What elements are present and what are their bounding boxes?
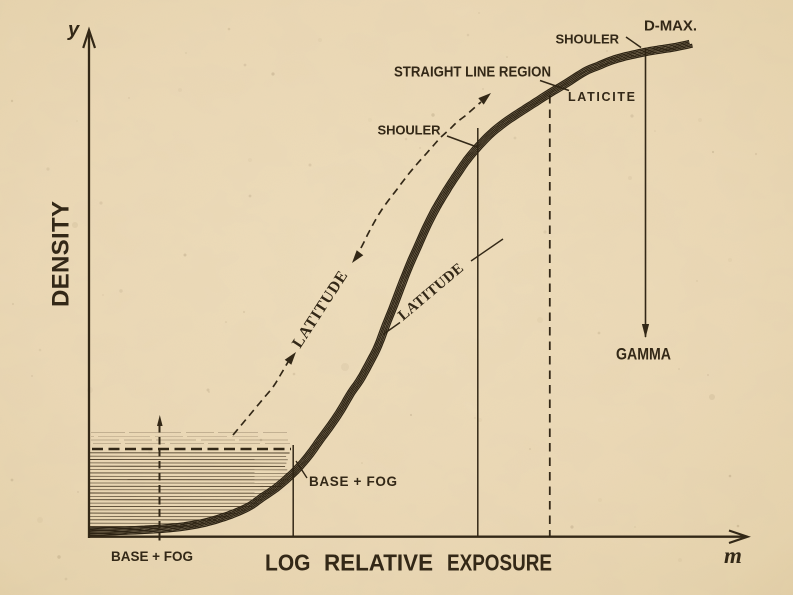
svg-text:LOG: LOG bbox=[265, 550, 311, 576]
svg-text:STRAIGHT LINE REGION: STRAIGHT LINE REGION bbox=[394, 63, 551, 80]
svg-text:D-MAX.: D-MAX. bbox=[644, 18, 697, 35]
svg-text:BASE + FOG: BASE + FOG bbox=[111, 549, 193, 564]
svg-text:EXPOSURE: EXPOSURE bbox=[447, 550, 552, 576]
svg-text:LATICITE: LATICITE bbox=[568, 90, 635, 104]
svg-text:GAMMA: GAMMA bbox=[616, 345, 671, 364]
svg-text:RELATIVE: RELATIVE bbox=[324, 550, 433, 576]
svg-text:BASE + FOG: BASE + FOG bbox=[309, 474, 397, 489]
svg-text:DENSITY: DENSITY bbox=[48, 201, 75, 307]
svg-text:y: y bbox=[67, 19, 80, 41]
svg-text:m: m bbox=[724, 543, 742, 568]
svg-text:SHOULER: SHOULER bbox=[556, 32, 620, 47]
svg-text:SHOULER: SHOULER bbox=[378, 123, 442, 138]
